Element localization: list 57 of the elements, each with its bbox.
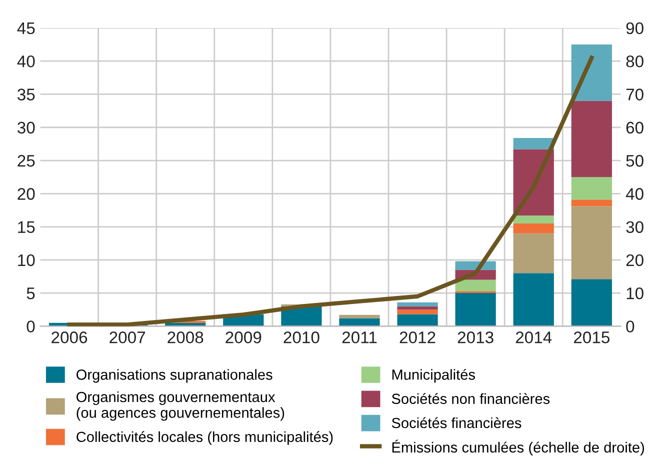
line-series: [67, 56, 594, 326]
y2-tick-label: 80: [626, 56, 644, 68]
x-tick-label: 2011: [342, 332, 377, 344]
bar: [513, 233, 554, 274]
bar: [571, 279, 612, 326]
legend-label: Sociétés non financières: [392, 393, 550, 404]
y2-tick-label: 50: [626, 154, 644, 167]
bar: [513, 216, 554, 224]
bar: [339, 314, 380, 318]
bar: [513, 138, 554, 150]
y-tick-label: 40: [17, 56, 35, 68]
y-tick-label: 25: [18, 154, 35, 167]
bar: [571, 100, 612, 178]
bar: [571, 200, 612, 206]
legend-label: Émissions cumulées (échelle de droite): [392, 440, 644, 456]
x-tick-label: 2007: [110, 332, 146, 344]
legend-label: Sociétés financières: [392, 417, 522, 428]
legend-label: Municipalités: [392, 368, 475, 383]
y2-tick-label: 20: [626, 254, 644, 266]
bar: [513, 223, 554, 234]
x-tick-label: 2013: [458, 332, 494, 344]
y2-tick-label: 90: [626, 22, 644, 34]
legend-label: Organismes gouvernementaux (ou agences gouvernementales): [76, 391, 284, 421]
legend-label: Collectivités locales (hors municipalités): [76, 431, 333, 445]
bar: [571, 44, 612, 101]
y-tick-label: 35: [18, 88, 35, 100]
bar: [397, 302, 438, 306]
y-tick-label: 10: [18, 254, 35, 266]
bar: [455, 293, 496, 326]
x-tick-label: 2008: [168, 332, 204, 344]
y-tick-label: 20: [18, 188, 35, 200]
y-tick-label: 5: [26, 288, 35, 300]
bar: [513, 273, 554, 326]
bar: [571, 206, 612, 280]
bar: [339, 318, 380, 326]
y2-tick-label: 40: [626, 188, 644, 200]
y2-tick-label: 0: [626, 320, 634, 332]
y-tick-label: 45: [17, 22, 35, 34]
x-tick-label: 2014: [516, 332, 552, 344]
y-tick-label: 30: [18, 122, 35, 134]
bar: [397, 306, 438, 310]
bar: [397, 310, 438, 314]
y2-tick-label: 30: [626, 221, 644, 233]
bar: [571, 177, 612, 200]
legend-label: Organisations supranationales: [76, 369, 272, 383]
y2-tick-label: 60: [626, 122, 644, 134]
bar: [455, 280, 496, 292]
x-tick-label: 2010: [284, 332, 320, 344]
x-tick-label: 2012: [400, 332, 436, 344]
bar: [397, 314, 438, 326]
y2-tick-label: 10: [626, 287, 644, 300]
y-tick-label: 15: [18, 221, 35, 233]
x-tick-label: 2015: [574, 332, 610, 344]
x-tick-label: 2006: [52, 332, 88, 344]
y2-tick-label: 70: [626, 88, 644, 100]
y-tick-label: 0: [26, 320, 35, 332]
x-tick-label: 2009: [226, 332, 262, 344]
